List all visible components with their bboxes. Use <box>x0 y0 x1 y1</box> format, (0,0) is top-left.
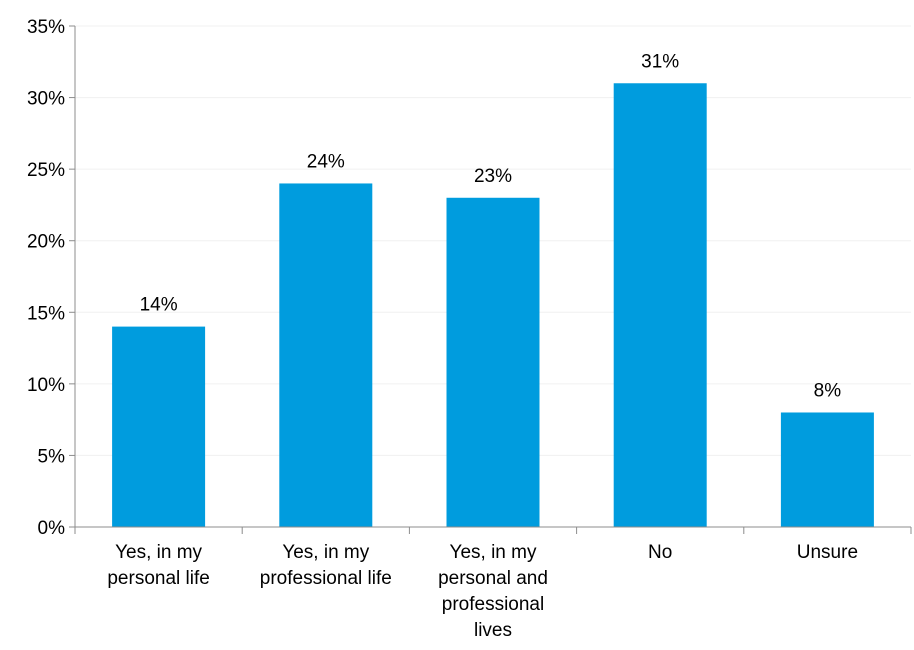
x-category-label: professional life <box>260 568 392 589</box>
x-category-label: personal and <box>438 568 548 589</box>
x-category-label: Yes, in my <box>450 542 537 563</box>
x-category-label: lives <box>474 620 512 641</box>
x-category-label: Unsure <box>797 542 858 563</box>
bar <box>780 412 874 527</box>
data-label: 8% <box>814 380 842 401</box>
bar <box>279 183 373 527</box>
y-tick-label: 35% <box>27 17 65 38</box>
y-tick-label: 25% <box>27 160 65 181</box>
data-label: 24% <box>307 151 345 172</box>
x-category-label: personal life <box>107 568 209 589</box>
data-label: 14% <box>140 295 178 316</box>
y-tick-label: 10% <box>27 375 65 396</box>
bars <box>112 83 874 527</box>
x-category-label: Yes, in my <box>282 542 369 563</box>
data-label: 23% <box>474 166 512 187</box>
y-tick-label: 30% <box>27 89 65 110</box>
x-category-label: No <box>648 542 672 563</box>
bar <box>112 326 206 527</box>
x-category-label: professional <box>442 594 544 615</box>
data-label: 31% <box>641 51 679 72</box>
bar <box>446 197 540 527</box>
y-tick-label: 0% <box>38 518 66 539</box>
y-tick-label: 5% <box>38 446 66 467</box>
y-tick-label: 15% <box>27 303 65 324</box>
y-tick-label: 20% <box>27 232 65 253</box>
labels: 0% 5% 10% 15% 20% 25% 30% 35% 14% Yes, in my perso… <box>27 17 858 641</box>
x-category-label: Yes, in my <box>115 542 202 563</box>
axes <box>69 25 912 534</box>
bar <box>613 83 707 527</box>
